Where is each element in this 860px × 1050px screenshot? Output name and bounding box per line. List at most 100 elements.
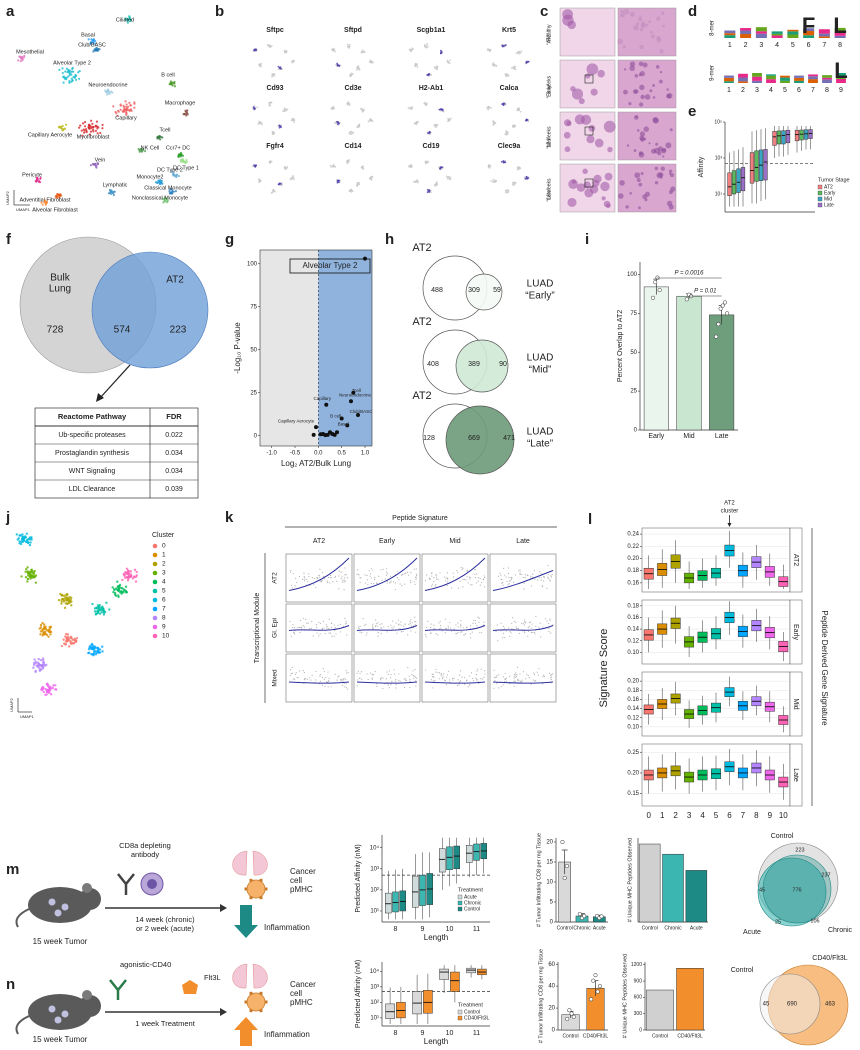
- cell-point: [441, 674, 442, 675]
- cell-point: [342, 581, 343, 582]
- panel-letter: e: [688, 103, 696, 120]
- cell-point: [299, 576, 300, 577]
- cell-point: [340, 631, 341, 632]
- cell-point: [336, 680, 337, 681]
- data-point: [719, 307, 723, 311]
- logo-stack: [808, 74, 818, 76]
- cell-point: [119, 591, 121, 593]
- cell-point: [436, 577, 437, 578]
- cell-point: [178, 175, 180, 177]
- cell-point: [550, 633, 551, 634]
- data-point: [312, 433, 316, 437]
- pmhc: [245, 1001, 248, 1004]
- cell-point: [320, 633, 321, 634]
- cell-point: [438, 166, 440, 168]
- cluster-label: Myofibroblast: [77, 134, 110, 140]
- box: [386, 1004, 395, 1019]
- cell-point: [508, 627, 509, 628]
- cell-point: [292, 673, 293, 674]
- cell-point: [316, 577, 317, 578]
- box: [777, 131, 781, 144]
- cell-point: [363, 109, 365, 111]
- cell-point: [479, 632, 480, 633]
- table-cell: Ub-specific proteases: [58, 432, 126, 439]
- cell-point: [446, 175, 448, 177]
- legend-swatch: [153, 580, 158, 585]
- tissue-texture: [659, 80, 663, 84]
- cell-point: [356, 573, 357, 574]
- logo-stack: [822, 78, 832, 80]
- cell-point: [447, 585, 448, 586]
- cell-point: [387, 573, 388, 574]
- cell-point: [408, 165, 410, 167]
- data-point: [653, 280, 657, 284]
- cell-point: [416, 180, 418, 182]
- cell-point: [431, 572, 432, 573]
- legend-swatch: [153, 625, 158, 630]
- cell-point: [65, 124, 67, 126]
- cell-point: [415, 676, 416, 677]
- cell-point: [475, 577, 476, 578]
- cell-point: [373, 627, 374, 628]
- cell-point: [380, 678, 381, 679]
- cell-point: [407, 572, 408, 573]
- data-point: [658, 288, 662, 292]
- cell-point: [503, 633, 504, 634]
- cell-point: [129, 104, 131, 106]
- y-tick-label: 10¹: [370, 909, 379, 915]
- cell-point: [377, 583, 378, 584]
- histology-zoom: [618, 8, 676, 56]
- cell-point: [26, 539, 28, 541]
- cell-point: [470, 577, 471, 578]
- logo-stack: [822, 79, 832, 83]
- tissue-texture: [639, 62, 644, 67]
- data-point: [600, 915, 604, 919]
- box: [400, 891, 406, 911]
- cluster-label: Monocyte2: [137, 174, 164, 180]
- cell-point: [534, 681, 535, 682]
- cell-point: [272, 191, 274, 193]
- pmhc: [245, 888, 248, 891]
- y-tick-label: 5: [550, 900, 554, 906]
- cell-point: [390, 625, 391, 626]
- cell-point: [271, 74, 273, 76]
- y-tick-label: 0.10: [627, 724, 639, 730]
- scatter-cell: [286, 654, 352, 702]
- gene-name: H2-Ab1: [419, 85, 444, 92]
- data-point: [572, 1015, 576, 1019]
- cell-point: [512, 617, 513, 618]
- cell-point: [307, 679, 308, 680]
- cell-point: [98, 606, 100, 608]
- cell-point: [18, 537, 20, 539]
- cell-point: [94, 610, 96, 612]
- cell-point: [29, 544, 31, 546]
- cell-point: [336, 581, 337, 582]
- cell-point: [452, 679, 453, 680]
- cell-point: [460, 627, 461, 628]
- box: [800, 130, 804, 140]
- logo-letter: L: [834, 58, 847, 83]
- cell-point: [518, 51, 520, 53]
- box: [764, 149, 768, 180]
- cell-point: [546, 620, 547, 621]
- y-tick-label: 50: [250, 347, 257, 353]
- cell-point: [344, 567, 345, 568]
- cell-point: [84, 125, 86, 127]
- cell-point: [342, 681, 343, 682]
- cell-point: [62, 76, 64, 78]
- cell-point: [535, 626, 536, 627]
- feature-plot: [408, 161, 452, 194]
- cell-point: [108, 608, 110, 610]
- cell-point: [296, 672, 297, 673]
- feature-plot: [331, 101, 374, 135]
- cell-point: [344, 678, 345, 679]
- legend-label: 1: [162, 552, 166, 559]
- cell-point: [484, 577, 485, 578]
- cell-point: [544, 577, 545, 578]
- logo-letter: L: [833, 13, 846, 38]
- cell-point: [304, 578, 305, 579]
- y-tick-label: 0.18: [627, 688, 639, 694]
- cell-point: [407, 667, 408, 668]
- cell-point: [253, 108, 255, 110]
- x-tick-label: 3: [687, 811, 692, 820]
